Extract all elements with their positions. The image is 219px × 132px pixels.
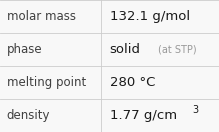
Text: melting point: melting point (7, 76, 86, 89)
Text: molar mass: molar mass (7, 10, 76, 23)
Text: 3: 3 (193, 105, 199, 115)
Text: solid: solid (110, 43, 141, 56)
Text: 132.1 g/mol: 132.1 g/mol (110, 10, 190, 23)
Text: (at STP): (at STP) (158, 44, 196, 55)
Text: phase: phase (7, 43, 42, 56)
Text: density: density (7, 109, 50, 122)
Text: 280 °C: 280 °C (110, 76, 155, 89)
Text: 1.77 g/cm: 1.77 g/cm (110, 109, 177, 122)
